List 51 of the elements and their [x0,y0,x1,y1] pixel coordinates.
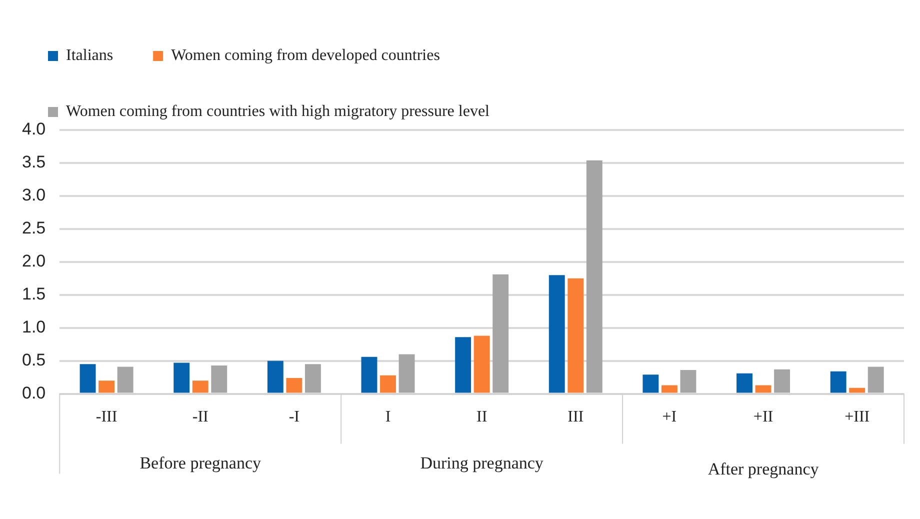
bar [192,380,208,393]
bar [830,371,846,393]
bar [755,385,772,393]
x-tick-label: +I [662,408,677,426]
x-tick-label: +III [844,408,870,426]
bar [80,364,96,393]
bar [304,364,321,393]
bar [642,374,659,393]
bar [174,362,190,393]
bar [398,354,415,393]
y-tick-label: 1.0 [22,318,46,337]
bar [661,385,678,393]
y-tick-label: 0.0 [22,383,46,402]
bar [849,388,866,393]
bar [586,160,602,393]
bar [98,380,115,393]
bar [774,369,790,393]
bar [286,378,302,393]
x-tick-label: -II [192,408,208,426]
bar [568,278,584,393]
text: Before pregnancy [140,453,262,472]
bar [868,366,884,393]
y-tick-label: 3.5 [22,152,46,172]
bar [361,356,378,393]
bar [680,370,696,393]
text: During pregnancy [420,453,544,472]
x-tick-label: +II [753,408,774,426]
x-tick-label: III [568,408,584,426]
legend-label: Women coming from countries with high migratory pressure level [66,103,490,120]
bar [267,360,284,393]
legend-label: Women coming from developed countries [171,47,440,64]
y-tick-label: 1.5 [22,284,46,304]
x-tick-label: -I [288,408,300,426]
x-tick-label: -III [96,408,118,426]
legend-label: Italians [66,47,114,64]
y-tick-label: 2.5 [22,218,46,238]
y-tick-label: 2.0 [22,252,46,271]
bar [474,336,490,393]
text: After pregnancy [708,459,820,478]
y-tick-label: 0.5 [22,350,46,370]
bar [380,375,396,393]
bar [492,274,509,393]
bar [548,275,565,393]
x-tick-label: II [476,408,488,426]
bar [455,337,472,393]
bar [117,366,134,393]
bar [211,365,228,393]
x-tick-label: I [385,408,391,426]
y-tick-label: 4.0 [22,120,46,139]
bar [736,373,752,393]
y-tick-label: 3.0 [22,186,46,205]
